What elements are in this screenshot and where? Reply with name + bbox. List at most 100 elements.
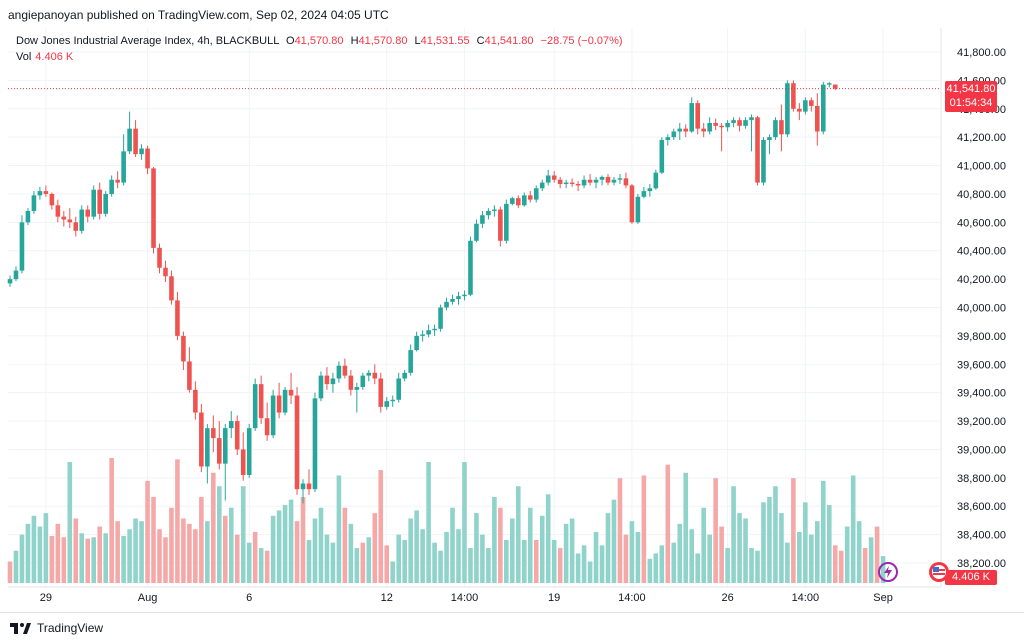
open-value: 41,570.80 (294, 35, 344, 47)
candle-body (49, 193, 55, 206)
tradingview-brand[interactable]: TradingView (10, 621, 103, 635)
publish-header: angiepanoyan published on TradingView.co… (0, 0, 1024, 28)
volume-bar (13, 550, 19, 583)
volume-bar (199, 496, 204, 583)
bar-countdown: 01:54:34 (949, 96, 993, 109)
volume-bar (163, 537, 168, 583)
candle-body (581, 179, 587, 186)
candle-body (43, 191, 49, 194)
candle-body (593, 179, 599, 183)
volume-bar (671, 542, 677, 583)
volume-bar (659, 545, 665, 583)
candle-body (103, 193, 108, 214)
candle-body (557, 179, 563, 185)
volume-bar (755, 550, 760, 583)
volume-bar (258, 548, 264, 583)
candle-body (641, 191, 647, 197)
volume-bar (563, 523, 569, 583)
candle-body (611, 179, 617, 183)
volume-bar (462, 462, 467, 583)
volume-bar (767, 496, 772, 583)
volume-bar (791, 478, 796, 583)
candle-body (492, 209, 497, 211)
volume-bar (193, 529, 198, 583)
volume-bar (348, 523, 354, 583)
candle-body (719, 125, 724, 128)
candle-body (480, 215, 485, 224)
volume-bar (97, 526, 102, 583)
flag-icon[interactable] (929, 562, 949, 582)
candle-body (294, 395, 300, 490)
volume-bar (300, 496, 306, 583)
volume-bar (695, 553, 700, 583)
candle-body (187, 361, 192, 390)
candle-body (815, 105, 820, 132)
candle-body (312, 398, 318, 490)
volume-bar (623, 534, 629, 583)
candle-body (372, 372, 378, 379)
volume-bar (384, 545, 390, 583)
candle-body (737, 120, 742, 126)
y-tick-label: 40,800.00 (957, 189, 1006, 201)
candle-body (175, 300, 180, 336)
candle-body (755, 117, 760, 183)
volume-bar (743, 518, 748, 583)
symbol-name[interactable]: Dow Jones Industrial Average Index, 4h, … (16, 35, 279, 47)
volume-bar (527, 507, 533, 583)
candle-body (653, 172, 659, 189)
candle-body (360, 375, 366, 387)
volume-bar (605, 513, 611, 583)
candle-body (832, 84, 838, 89)
candle-body (438, 307, 443, 329)
candle-body (336, 365, 342, 379)
volume-bar (593, 531, 599, 583)
volume-bar (647, 558, 653, 583)
candle-body (677, 128, 683, 132)
candlestick-chart[interactable]: 41,800.0041,600.0041,400.0041,200.0041,0… (0, 0, 1024, 612)
volume-bar (282, 505, 288, 583)
volume-bar (306, 539, 312, 583)
candle-body (516, 198, 521, 206)
volume-bar (252, 531, 258, 583)
candle-body (211, 428, 216, 439)
candle-body (109, 179, 114, 194)
volume-bar (61, 537, 67, 583)
high-value: 41,570.80 (358, 35, 408, 47)
tradingview-logo-icon (10, 623, 31, 634)
volume-bar (294, 521, 300, 583)
candle-body (181, 335, 186, 362)
candle-body (533, 188, 539, 200)
open-label: O (286, 35, 295, 47)
brand-name: TradingView (37, 621, 104, 635)
volume-bar (539, 515, 545, 583)
volume-bar (850, 475, 856, 583)
volume-bar (874, 526, 880, 583)
volume-bar (677, 523, 683, 583)
volume-bar (438, 550, 443, 583)
candle-body (474, 223, 479, 241)
candle-body (246, 428, 252, 475)
volume-bar (115, 521, 120, 583)
volume-bar (629, 521, 635, 583)
candle-body (384, 401, 390, 407)
volume-bar (557, 548, 563, 583)
candle-body (743, 120, 748, 126)
change-value: −28.75 (−0.07%) (540, 35, 623, 47)
volume-bar (318, 507, 324, 583)
volume-bar (420, 529, 425, 583)
lightning-icon[interactable] (878, 562, 898, 582)
volume-bar (820, 480, 826, 583)
last-price-label: 41,541.80 01:54:34 (945, 80, 997, 112)
candle-body (623, 178, 629, 186)
candle-body (390, 399, 396, 402)
volume-bar (372, 513, 378, 583)
candle-body (258, 384, 264, 419)
volume-bar (737, 513, 742, 583)
volume-bar (342, 507, 348, 583)
volume-bar (569, 518, 575, 583)
candle-body (468, 240, 473, 295)
volume-bar (826, 505, 832, 583)
candle-body (689, 103, 695, 132)
candle-body (55, 205, 61, 217)
volume-bar (468, 548, 473, 583)
